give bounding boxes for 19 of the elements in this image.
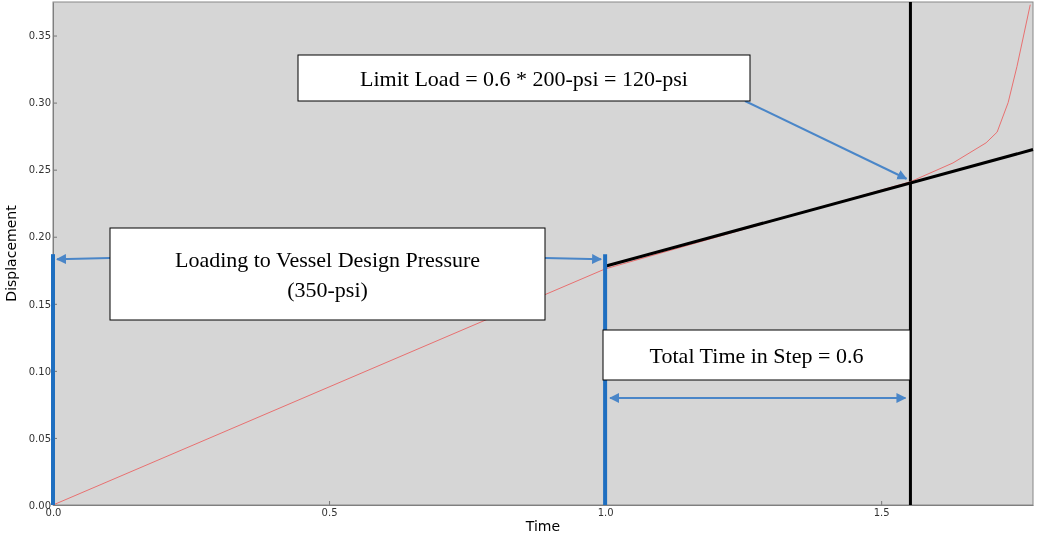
annotation: Limit Load = 0.6 * 200-psi = 120-psi xyxy=(360,66,688,91)
x-tick-label: 0.0 xyxy=(45,507,62,519)
y-tick-label: 0.30 xyxy=(28,97,51,109)
x-axis-title: Time xyxy=(524,518,561,534)
y-tick-label: 0.35 xyxy=(28,30,51,42)
callout-box: Total Time in Step = 0.6 xyxy=(602,329,911,381)
y-axis-title: Displacement xyxy=(3,204,19,302)
x-tick-label: 0.5 xyxy=(321,507,338,519)
y-tick-label: 0.20 xyxy=(28,231,51,243)
y-tick-label: 0.25 xyxy=(28,164,51,176)
x-tick-label: 1.5 xyxy=(873,507,890,519)
annotation: Loading to Vessel Design Pressure (350-psi) xyxy=(174,247,481,302)
y-tick-label: 0.15 xyxy=(28,298,51,310)
callout-box: Loading to Vessel Design Pressure (350-psi) xyxy=(109,227,546,321)
callout-box: Limit Load = 0.6 * 200-psi = 120-psi xyxy=(297,54,751,102)
annotation: Total Time in Step = 0.6 xyxy=(649,343,864,368)
y-tick-label: 0.10 xyxy=(28,365,51,377)
x-tick-label: 1.0 xyxy=(597,507,614,519)
y-tick-label: 0.05 xyxy=(28,432,51,444)
